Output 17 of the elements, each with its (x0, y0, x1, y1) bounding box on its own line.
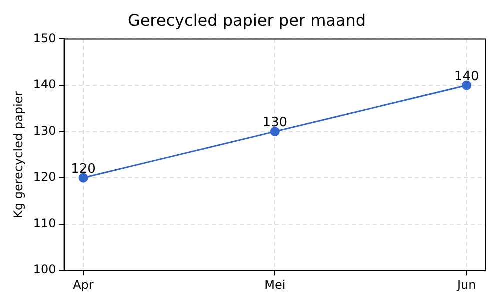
y-tick-label: 140 (33, 78, 56, 92)
x-tick-label: Jun (456, 278, 476, 292)
y-tick-label: 100 (33, 262, 56, 277)
point (78, 173, 88, 183)
x-tick-label: Apr (73, 278, 94, 292)
data-label: 140 (454, 69, 480, 84)
x-tick-label: Mei (264, 278, 286, 292)
y-tick-label: 130 (33, 124, 56, 138)
point (270, 127, 280, 137)
point (462, 80, 472, 90)
chart-title: Gerecycled papier per maand (128, 10, 366, 30)
y-tick-label: 150 (33, 31, 56, 46)
y-tick-label: 110 (33, 216, 56, 230)
data-label: 130 (262, 116, 288, 131)
y-axis-title: Kg gerecycled papier (11, 91, 26, 218)
data-label: 120 (71, 162, 96, 177)
y-tick-label: 120 (33, 170, 56, 184)
